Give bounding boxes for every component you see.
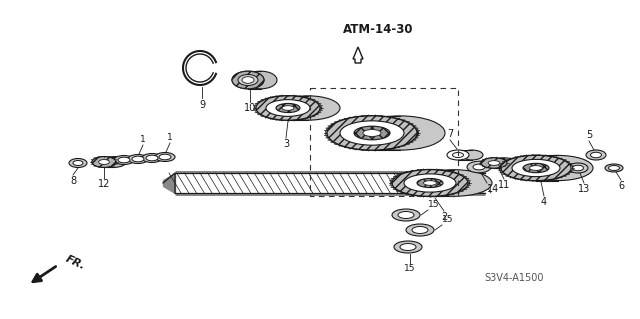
Ellipse shape [159,154,171,160]
Ellipse shape [488,161,500,165]
Ellipse shape [501,155,571,181]
Text: 11: 11 [498,180,510,190]
Ellipse shape [605,164,623,172]
Text: 6: 6 [618,181,624,191]
Ellipse shape [118,157,130,163]
Ellipse shape [417,178,443,188]
Ellipse shape [241,76,255,84]
Ellipse shape [355,116,445,150]
Ellipse shape [512,160,560,177]
Ellipse shape [545,163,571,173]
Ellipse shape [232,71,264,89]
Ellipse shape [392,170,468,196]
Ellipse shape [473,164,485,170]
Ellipse shape [242,77,254,83]
Ellipse shape [481,158,507,168]
Ellipse shape [155,152,175,161]
Ellipse shape [114,155,134,165]
Text: 15: 15 [404,264,416,273]
Ellipse shape [467,161,491,173]
Text: 4: 4 [541,197,547,207]
Text: 3: 3 [283,139,289,149]
Text: 12: 12 [98,179,110,189]
Ellipse shape [266,100,310,116]
Ellipse shape [282,106,294,110]
Ellipse shape [256,96,320,120]
Ellipse shape [238,75,258,85]
Text: 8: 8 [70,176,76,186]
Ellipse shape [416,170,492,196]
Ellipse shape [501,155,571,181]
Ellipse shape [398,211,414,219]
Ellipse shape [340,121,404,145]
Ellipse shape [406,224,434,236]
Text: S3V4-A1500: S3V4-A1500 [484,273,544,283]
Text: 13: 13 [578,184,590,194]
Ellipse shape [232,71,264,89]
Ellipse shape [146,155,158,161]
Ellipse shape [523,155,593,181]
Text: 2: 2 [441,212,447,222]
Ellipse shape [392,209,420,221]
Ellipse shape [99,160,109,164]
Text: FR.: FR. [64,254,87,272]
Ellipse shape [92,157,116,167]
Ellipse shape [452,152,463,158]
Ellipse shape [102,157,126,167]
Ellipse shape [491,158,517,168]
Ellipse shape [73,160,83,166]
Ellipse shape [591,152,602,158]
Ellipse shape [394,241,422,253]
Ellipse shape [132,156,144,162]
Ellipse shape [424,181,436,185]
Ellipse shape [447,150,469,160]
Ellipse shape [245,71,277,89]
Text: 15: 15 [428,200,440,209]
Ellipse shape [573,165,584,171]
Ellipse shape [523,163,549,173]
Ellipse shape [481,158,507,168]
Ellipse shape [400,243,416,250]
Ellipse shape [609,166,620,170]
Ellipse shape [461,150,483,160]
Ellipse shape [276,96,340,120]
Ellipse shape [354,126,390,140]
Ellipse shape [276,103,300,113]
Text: 10: 10 [244,103,256,113]
Ellipse shape [529,166,543,170]
Text: 15: 15 [442,215,454,224]
Ellipse shape [296,103,320,113]
Ellipse shape [568,163,588,173]
Ellipse shape [327,116,417,150]
Ellipse shape [128,154,148,164]
Text: 14: 14 [487,184,499,194]
Ellipse shape [392,170,468,196]
Ellipse shape [363,130,381,137]
Text: ATM-14-30: ATM-14-30 [343,23,413,36]
Text: 5: 5 [586,130,592,140]
Ellipse shape [142,153,162,162]
Text: 7: 7 [447,129,453,139]
Ellipse shape [92,157,116,167]
Polygon shape [353,47,363,63]
Ellipse shape [69,159,87,167]
Text: 1: 1 [140,135,146,144]
Ellipse shape [382,126,418,140]
Ellipse shape [441,178,467,188]
Ellipse shape [404,174,456,192]
Text: 9: 9 [199,100,205,110]
Ellipse shape [327,116,417,150]
Text: 1: 1 [167,133,173,142]
Ellipse shape [586,150,606,160]
Ellipse shape [256,96,320,120]
Ellipse shape [412,226,428,234]
